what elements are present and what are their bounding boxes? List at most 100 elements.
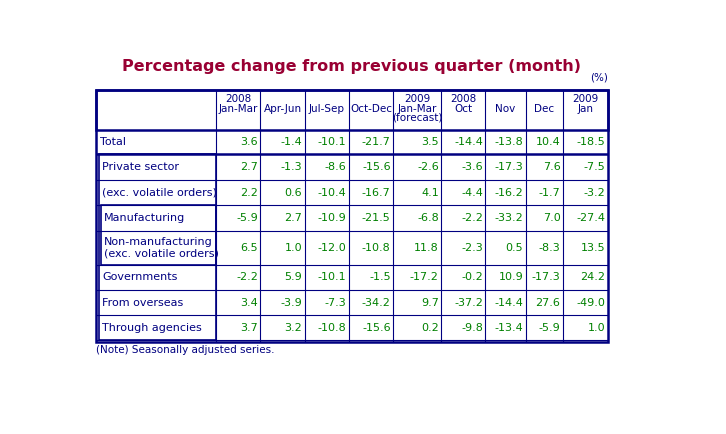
- Text: From overseas: From overseas: [102, 298, 184, 308]
- Text: Jan: Jan: [577, 104, 593, 114]
- Text: -8.6: -8.6: [325, 162, 346, 172]
- Text: 0.5: 0.5: [505, 243, 523, 253]
- Text: 5.9: 5.9: [285, 272, 302, 282]
- Text: (Note) Seasonally adjusted series.: (Note) Seasonally adjusted series.: [96, 345, 274, 355]
- Text: -5.9: -5.9: [237, 213, 258, 223]
- Text: -27.4: -27.4: [576, 213, 605, 223]
- Text: Through agencies: Through agencies: [102, 323, 202, 333]
- Text: (exc. volatile orders): (exc. volatile orders): [104, 248, 219, 258]
- Text: -10.8: -10.8: [318, 323, 346, 333]
- Text: 3.6: 3.6: [240, 137, 258, 147]
- Text: -1.4: -1.4: [280, 137, 302, 147]
- Text: 2.7: 2.7: [285, 213, 302, 223]
- Text: -3.9: -3.9: [280, 298, 302, 308]
- Text: 11.8: 11.8: [414, 243, 439, 253]
- Text: Oct: Oct: [454, 104, 472, 114]
- Text: -6.8: -6.8: [417, 213, 439, 223]
- Text: -2.2: -2.2: [461, 213, 483, 223]
- Text: -4.4: -4.4: [461, 187, 483, 197]
- Text: 3.7: 3.7: [240, 323, 258, 333]
- Text: (exc. volatile orders): (exc. volatile orders): [102, 187, 217, 197]
- Text: -0.2: -0.2: [461, 272, 483, 282]
- Text: 0.2: 0.2: [421, 323, 439, 333]
- Text: -10.8: -10.8: [362, 243, 391, 253]
- Text: 3.2: 3.2: [285, 323, 302, 333]
- Text: -2.3: -2.3: [461, 243, 483, 253]
- Text: 3.4: 3.4: [240, 298, 258, 308]
- Text: -3.2: -3.2: [584, 187, 605, 197]
- Text: -10.9: -10.9: [318, 213, 346, 223]
- Text: -16.2: -16.2: [494, 187, 523, 197]
- Text: 3.5: 3.5: [421, 137, 439, 147]
- Text: -1.5: -1.5: [369, 272, 391, 282]
- Text: -17.3: -17.3: [531, 272, 560, 282]
- Text: -15.6: -15.6: [362, 162, 391, 172]
- Text: 6.5: 6.5: [240, 243, 258, 253]
- Text: (%): (%): [590, 72, 608, 82]
- Text: -12.0: -12.0: [318, 243, 346, 253]
- Text: 2008: 2008: [450, 95, 476, 105]
- Text: -16.7: -16.7: [362, 187, 391, 197]
- Text: Dec: Dec: [534, 104, 554, 114]
- Text: -14.4: -14.4: [494, 298, 523, 308]
- Text: -2.2: -2.2: [236, 272, 258, 282]
- Text: (forecast): (forecast): [392, 113, 442, 123]
- Text: -14.4: -14.4: [454, 137, 483, 147]
- Text: -21.7: -21.7: [362, 137, 391, 147]
- Text: Nov: Nov: [495, 104, 515, 114]
- Text: -9.8: -9.8: [461, 323, 483, 333]
- Text: -10.1: -10.1: [318, 137, 346, 147]
- Text: -21.5: -21.5: [362, 213, 391, 223]
- Text: -1.3: -1.3: [281, 162, 302, 172]
- Text: -1.7: -1.7: [539, 187, 560, 197]
- Text: 2009: 2009: [404, 95, 430, 105]
- Text: 13.5: 13.5: [581, 243, 605, 253]
- Text: Non-manufacturing: Non-manufacturing: [104, 237, 213, 247]
- Text: Jan-Mar: Jan-Mar: [397, 104, 437, 114]
- Text: -17.2: -17.2: [410, 272, 439, 282]
- Text: -49.0: -49.0: [576, 298, 605, 308]
- Text: Percentage change from previous quarter (month): Percentage change from previous quarter …: [123, 59, 582, 74]
- Text: Total: Total: [100, 137, 126, 147]
- Text: Jan-Mar: Jan-Mar: [219, 104, 258, 114]
- Text: 24.2: 24.2: [580, 272, 605, 282]
- Text: -3.6: -3.6: [461, 162, 483, 172]
- Text: 2009: 2009: [572, 95, 598, 105]
- Text: 7.6: 7.6: [542, 162, 560, 172]
- Text: -8.3: -8.3: [539, 243, 560, 253]
- Text: -10.4: -10.4: [318, 187, 346, 197]
- Text: -13.4: -13.4: [494, 323, 523, 333]
- Text: -33.2: -33.2: [494, 213, 523, 223]
- Text: -37.2: -37.2: [454, 298, 483, 308]
- Text: Jul-Sep: Jul-Sep: [309, 104, 345, 114]
- Text: 0.6: 0.6: [285, 187, 302, 197]
- Text: Apr-Jun: Apr-Jun: [264, 104, 301, 114]
- Text: 2.2: 2.2: [240, 187, 258, 197]
- Text: -2.6: -2.6: [417, 162, 439, 172]
- Text: 9.7: 9.7: [421, 298, 439, 308]
- Bar: [96, 90, 608, 130]
- Text: Oct-Dec: Oct-Dec: [350, 104, 392, 114]
- Text: 2008: 2008: [225, 95, 251, 105]
- Text: -15.6: -15.6: [362, 323, 391, 333]
- Text: Manufacturing: Manufacturing: [104, 213, 185, 223]
- Text: 27.6: 27.6: [536, 298, 560, 308]
- Text: -13.8: -13.8: [494, 137, 523, 147]
- Bar: [99, 155, 216, 340]
- Text: 1.0: 1.0: [285, 243, 302, 253]
- Text: Governments: Governments: [102, 272, 178, 282]
- Text: 4.1: 4.1: [421, 187, 439, 197]
- Text: 1.0: 1.0: [588, 323, 605, 333]
- Text: 10.9: 10.9: [499, 272, 523, 282]
- Text: 2.7: 2.7: [240, 162, 258, 172]
- Text: -34.2: -34.2: [362, 298, 391, 308]
- Bar: [101, 205, 216, 265]
- Text: -7.5: -7.5: [584, 162, 605, 172]
- Text: 7.0: 7.0: [542, 213, 560, 223]
- Text: -17.3: -17.3: [494, 162, 523, 172]
- Text: -7.3: -7.3: [325, 298, 346, 308]
- Text: Private sector: Private sector: [102, 162, 179, 172]
- Text: -5.9: -5.9: [539, 323, 560, 333]
- Text: -10.1: -10.1: [318, 272, 346, 282]
- Bar: [96, 90, 608, 342]
